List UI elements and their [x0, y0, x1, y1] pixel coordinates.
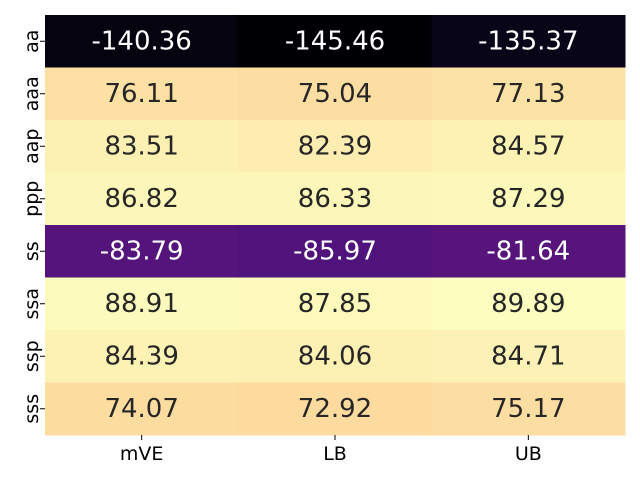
heatmap-cell: [431, 15, 626, 68]
cell-value-label: 89.89: [491, 289, 565, 319]
heatmap-cell: [238, 172, 433, 226]
heatmap-cell: [238, 120, 433, 173]
cell-value-label: 84.71: [491, 341, 565, 371]
heatmap-cell: [238, 277, 433, 331]
cell-value-label: 75.04: [298, 79, 372, 109]
heatmap-cell: [45, 15, 239, 68]
cell-value-label: 86.33: [298, 184, 372, 214]
y-tick-label: ss: [21, 241, 43, 261]
heatmap-cell: [238, 15, 433, 68]
y-tick-label: ssp: [21, 340, 43, 372]
y-tick-label: aap: [21, 129, 43, 164]
cell-value-label: 87.29: [491, 184, 565, 214]
y-tick-label: ssa: [21, 288, 43, 319]
cell-value-label: 84.39: [104, 341, 178, 371]
heatmap-cell: [431, 172, 626, 226]
heatmap-cell: [45, 382, 239, 436]
cell-value-label: 83.51: [104, 131, 178, 161]
cell-value-label: -145.46: [285, 26, 385, 56]
cell-value-label: 84.06: [298, 341, 372, 371]
cell-value-label: 76.11: [104, 79, 178, 109]
heatmap-cell: [45, 225, 239, 278]
x-tick-label: LB: [323, 443, 347, 465]
heatmap-cell: [45, 172, 239, 226]
cell-value-label: -135.37: [478, 26, 578, 56]
heatmap-cell: [431, 382, 626, 436]
y-tick-label: aaa: [21, 76, 43, 111]
heatmap-cell: [45, 330, 239, 383]
heatmap-cells: -140.36 -145.46 -135.37 76.11 75.04 77.13 83.5…: [45, 15, 626, 436]
heatmap-cell: [45, 67, 239, 121]
cell-value-label: 74.07: [104, 394, 178, 424]
heatmap-cell: [45, 277, 239, 331]
heatmap-cell: [431, 67, 626, 121]
cell-value-label: -140.36: [91, 26, 191, 56]
heatmap-cell: [431, 120, 626, 173]
cell-value-label: -85.97: [293, 236, 377, 266]
cell-value-label: -83.79: [100, 236, 184, 266]
heatmap-cell: [238, 382, 433, 436]
heatmap-cell: [45, 120, 239, 173]
heatmap-cell: [431, 277, 626, 331]
cell-value-label: -81.64: [486, 236, 570, 266]
heatmap-cell: [431, 225, 626, 278]
heatmap-cell: [431, 330, 626, 383]
x-tick-label: mVE: [120, 443, 164, 465]
cell-value-label: 75.17: [491, 394, 565, 424]
cell-value-label: 77.13: [491, 79, 565, 109]
y-tick-label: ppp: [21, 181, 43, 217]
x-axis: mVE LB UB: [120, 435, 542, 465]
heatmap-cell: [238, 330, 433, 383]
cell-value-label: 82.39: [298, 131, 372, 161]
cell-value-label: 72.92: [298, 394, 372, 424]
y-tick-label: sss: [21, 394, 43, 424]
y-tick-label: aa: [21, 30, 43, 53]
heatmap-cell: [238, 225, 433, 278]
cell-value-label: 87.85: [298, 289, 372, 319]
x-tick-label: UB: [515, 443, 542, 465]
cell-value-label: 86.82: [104, 184, 178, 214]
cell-value-label: 84.57: [491, 131, 565, 161]
cell-value-label: 88.91: [104, 289, 178, 319]
heatmap-cell: [238, 67, 433, 121]
